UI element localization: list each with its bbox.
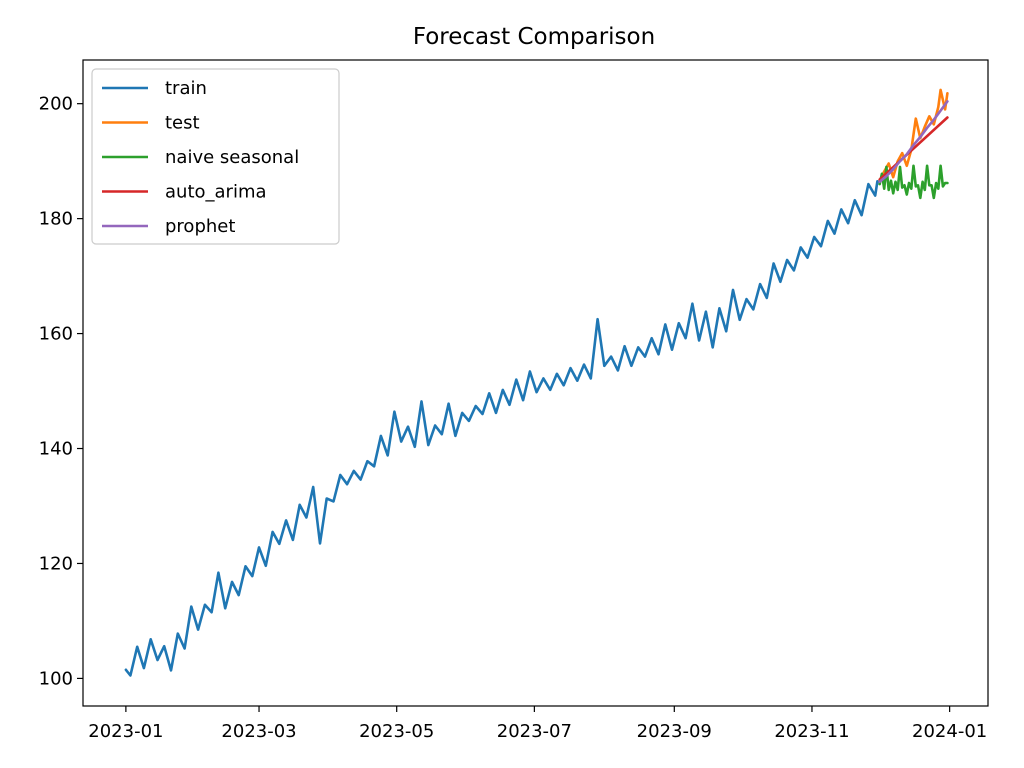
y-tick-label: 140 bbox=[39, 439, 73, 460]
series-line-naive-seasonal bbox=[878, 164, 949, 200]
legend-label: train bbox=[165, 78, 207, 99]
x-axis: 2023-01 2023-03 2023-05 2023-07 2023-09 2023-… bbox=[88, 706, 987, 742]
legend-label: naive seasonal bbox=[165, 147, 299, 168]
x-tick-label: 2023-01 bbox=[88, 721, 163, 742]
series-layer bbox=[124, 88, 949, 677]
plot-frame bbox=[82, 59, 989, 707]
series-line-train bbox=[124, 180, 879, 677]
x-tick-label: 2023-07 bbox=[497, 721, 572, 742]
legend-label: prophet bbox=[165, 216, 235, 237]
x-tick-label: 2023-05 bbox=[359, 721, 434, 742]
x-tick-label: 2023-03 bbox=[221, 721, 296, 742]
series-line-test bbox=[878, 88, 949, 182]
y-tick-label: 180 bbox=[39, 209, 73, 230]
legend-label: test bbox=[165, 113, 200, 134]
y-tick-label: 100 bbox=[39, 668, 73, 689]
legend-box bbox=[91, 68, 340, 245]
chart-title: Forecast Comparison bbox=[413, 24, 655, 50]
y-tick-label: 120 bbox=[39, 553, 73, 574]
series-line-prophet bbox=[878, 100, 949, 184]
legend-label: auto_arima bbox=[165, 182, 267, 203]
x-tick-label: 2023-11 bbox=[774, 721, 849, 742]
x-tick-label: 2024-01 bbox=[912, 721, 987, 742]
series-line-auto-arima bbox=[878, 116, 949, 181]
x-tick-label: 2023-09 bbox=[637, 721, 712, 742]
y-axis: 100 120 140 160 180 200 bbox=[39, 94, 83, 689]
y-tick-label: 160 bbox=[39, 324, 73, 345]
y-tick-label: 200 bbox=[39, 94, 73, 115]
